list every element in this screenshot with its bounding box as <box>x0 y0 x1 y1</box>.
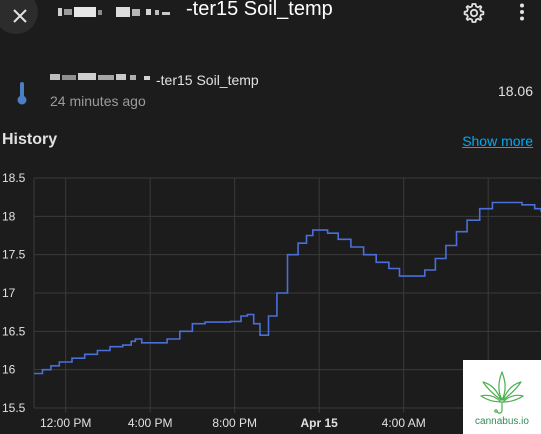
entity-last-updated: 24 minutes ago <box>50 93 146 109</box>
redacted-title-prefix <box>58 7 170 17</box>
settings-gear-icon[interactable] <box>462 1 486 25</box>
watermark-text: cannabus.io <box>475 416 529 427</box>
history-chart[interactable]: 15.5 16 16.5 17 17.5 18 18.5 12:00 PM 4:00 PM 8:0… <box>0 168 541 434</box>
y-tick-label: 17.5 <box>2 248 26 262</box>
x-tick-label: 4:00 PM <box>128 416 173 430</box>
y-tick-label: 18 <box>2 209 16 223</box>
x-tick-label: 8:00 PM <box>212 416 257 430</box>
history-heading: History <box>2 131 58 148</box>
page-title: -ter15 Soil_temp <box>186 0 333 20</box>
dialog-header: -ter15 Soil_temp <box>0 0 541 40</box>
entity-row[interactable]: -ter15 Soil_temp 24 minutes ago 18.06 <box>0 60 541 120</box>
x-tick-label: 4:00 AM <box>382 416 426 430</box>
y-tick-label: 18.5 <box>2 171 26 185</box>
entity-state-value: 18.06 <box>497 83 533 99</box>
dots-vertical-icon[interactable] <box>510 1 534 25</box>
show-more-link[interactable]: Show more <box>462 133 533 149</box>
thermometer-icon <box>17 82 27 105</box>
y-tick-label: 16 <box>2 363 16 377</box>
x-tick-label: Apr 15 <box>301 416 339 430</box>
close-icon <box>13 9 27 23</box>
cannabus-watermark: cannabus.io <box>463 360 541 434</box>
redacted-entity-prefix <box>50 73 150 80</box>
x-tick-label: 12:00 PM <box>40 416 91 430</box>
y-tick-label: 16.5 <box>2 324 26 338</box>
y-tick-label: 15.5 <box>2 401 26 415</box>
cannabis-leaf-logo-icon <box>480 371 524 414</box>
y-tick-label: 17 <box>2 286 16 300</box>
entity-name: -ter15 Soil_temp <box>156 72 259 88</box>
series-line <box>34 201 541 375</box>
close-button[interactable] <box>0 0 38 34</box>
